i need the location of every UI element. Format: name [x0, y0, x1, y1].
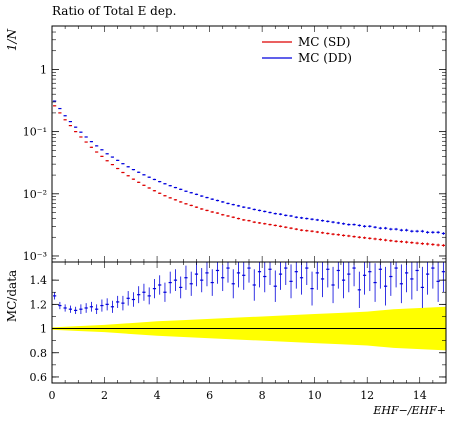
x-tick-label: 0 [49, 389, 56, 402]
main-plot-marks [53, 100, 445, 247]
legend-label: MC (SD) [298, 35, 351, 49]
ratio-plot-marks [53, 262, 445, 315]
x-tick-label: 2 [101, 389, 108, 402]
ratio-band-layer [52, 306, 446, 351]
main-plot-frame [51, 25, 447, 263]
ratio-y-tick-label: 0.8 [30, 347, 48, 360]
x-tick-label: 6 [206, 389, 213, 402]
ratio-y-tick-label: 1 [40, 323, 47, 336]
ratio-y-axis-label: MC/data [5, 270, 19, 322]
main-y-tick-label: 10⁻² [23, 188, 47, 201]
ratio-plot-axes: 0.6 0.8 1 1.2 1.4 0 2 4 6 8 10 12 14 [30, 261, 447, 402]
main-y-axis-label: 1/N [5, 28, 19, 51]
main-y-tick-label: 10⁻¹ [23, 126, 47, 139]
chart-title: Ratio of Total E dep. [52, 4, 177, 18]
main-y-tick-label: 10⁻³ [23, 250, 47, 263]
x-tick-label: 14 [413, 389, 427, 402]
main-y-tick-label: 1 [40, 63, 47, 76]
ratio-y-tick-label: 1.2 [30, 298, 48, 311]
axis-labels: 1/N MC/data EHF−/EHF+ [5, 28, 446, 417]
legend: MC (SD) MC (DD) [262, 35, 352, 65]
main-plot-axes: 10⁻³ 10⁻² 10⁻¹ 1 [23, 25, 447, 263]
legend-label: MC (DD) [298, 51, 352, 65]
x-tick-label: 10 [308, 389, 322, 402]
x-tick-label: 4 [154, 389, 161, 402]
ratio-y-tick-label: 0.6 [30, 371, 48, 384]
x-axis-label: EHF−/EHF+ [372, 404, 446, 417]
x-tick-label: 8 [259, 389, 266, 402]
ratio-y-tick-label: 1.4 [30, 274, 48, 287]
x-tick-label: 12 [360, 389, 374, 402]
